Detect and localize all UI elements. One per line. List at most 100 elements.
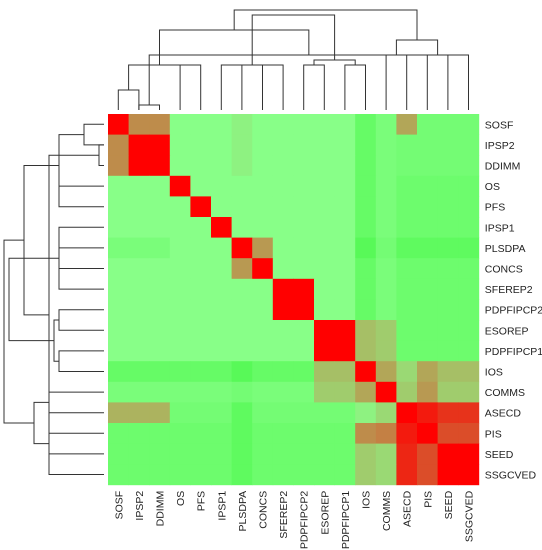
heatmap-cell	[314, 320, 335, 341]
heatmap-cell	[211, 175, 232, 197]
heatmap-cell	[417, 423, 438, 444]
heatmap-cell	[231, 381, 253, 403]
heatmap-cell	[334, 464, 356, 486]
heatmap-cell	[458, 155, 480, 177]
heatmap-cell	[458, 237, 480, 259]
heatmap-cell	[231, 278, 253, 300]
heatmap-cell	[108, 464, 129, 486]
heatmap-cell	[252, 155, 274, 177]
heatmap-cell	[128, 381, 150, 403]
heatmap-cell	[169, 237, 191, 259]
dendrogram-branch	[58, 309, 104, 331]
heatmap-cell	[231, 423, 253, 444]
row-label: DDIMM	[485, 161, 521, 173]
heatmap-cell	[458, 175, 480, 197]
heatmap-cell	[128, 134, 150, 156]
heatmap-cell	[231, 299, 253, 321]
heatmap-cell	[169, 340, 191, 362]
heatmap-cell	[437, 423, 459, 444]
heatmap-cell	[437, 443, 459, 465]
heatmap-cell	[458, 402, 480, 424]
heatmap-cell	[252, 114, 274, 135]
heatmap-cell	[396, 114, 418, 135]
heatmap-cell	[149, 443, 171, 465]
heatmap-cell	[293, 217, 315, 238]
heatmap-cell	[108, 237, 129, 259]
heatmap-cell	[128, 320, 150, 341]
heatmap-cell	[128, 340, 150, 362]
heatmap-cell	[108, 340, 129, 362]
heatmap-cell	[169, 320, 191, 341]
heatmap-cell	[334, 361, 356, 383]
column-label: ASECD	[402, 490, 414, 527]
heatmap-cell	[355, 443, 377, 465]
heatmap-cell	[293, 175, 315, 197]
dendrogram-branch	[58, 185, 104, 208]
heatmap-cell	[417, 299, 438, 321]
heatmap-cell	[211, 464, 232, 486]
dendrogram-branch	[313, 59, 356, 65]
heatmap-cell	[417, 464, 438, 486]
heatmap-cell	[149, 299, 171, 321]
heatmap-cell	[108, 155, 129, 177]
heatmap-cell	[417, 361, 438, 383]
heatmap-cell	[231, 217, 253, 238]
heatmap-cell	[314, 217, 335, 238]
heatmap-cell	[437, 402, 459, 424]
heatmap-cell	[231, 134, 253, 156]
heatmap-cell	[293, 278, 315, 300]
heatmap-cell	[334, 381, 356, 403]
row-label: IPSP1	[485, 222, 515, 234]
heatmap-cell	[211, 217, 232, 238]
dendrogram-branch	[33, 401, 49, 445]
heatmap-cell	[128, 155, 150, 177]
heatmap-cell	[272, 258, 294, 280]
heatmap-cell	[293, 423, 315, 444]
heatmap-cell	[417, 196, 438, 218]
heatmap-cell	[211, 361, 232, 383]
heatmap-cell	[375, 423, 397, 444]
heatmap-cell	[375, 464, 397, 486]
heatmap-cell	[375, 175, 397, 197]
column-label: PDPFIPCP1	[340, 491, 352, 550]
heatmap-cell	[375, 114, 397, 135]
heatmap-cell	[272, 361, 294, 383]
heatmap-cell	[417, 381, 438, 403]
heatmap-cell	[334, 278, 356, 300]
heatmap-cell	[334, 443, 356, 465]
heatmap-cell	[458, 134, 480, 156]
heatmap-cell	[314, 443, 335, 465]
dendrogram-branch	[138, 104, 160, 110]
heatmap-cell	[231, 155, 253, 177]
heatmap-cell	[396, 278, 418, 300]
heatmap-cell	[252, 278, 274, 300]
heatmap-cell	[252, 134, 274, 156]
heatmap-cell	[293, 464, 315, 486]
heatmap-cell	[211, 134, 232, 156]
heatmap-cell	[417, 134, 438, 156]
heatmap-cell	[211, 114, 232, 135]
row-label: CONCS	[485, 264, 523, 276]
row-label: COMMS	[485, 387, 525, 399]
heatmap-cell	[458, 258, 480, 280]
heatmap-cell	[334, 258, 356, 280]
dendrogram-branch	[53, 319, 59, 362]
row-label: SEED	[485, 449, 514, 461]
heatmap-cell	[458, 320, 480, 341]
heatmap-cell	[355, 258, 377, 280]
heatmap-cell	[355, 340, 377, 362]
heatmap-cell	[375, 361, 397, 383]
heatmap-cell	[169, 361, 191, 383]
heatmap-cell	[190, 237, 212, 259]
column-label: ESOREP	[319, 491, 331, 535]
dendrogram-branch	[98, 144, 104, 166]
heatmap-cells	[108, 114, 480, 486]
heatmap-cell	[169, 443, 191, 465]
heatmap-cell	[211, 423, 232, 444]
heatmap-cell	[252, 175, 274, 197]
heatmap-cell	[314, 402, 335, 424]
heatmap-cell	[396, 464, 418, 486]
heatmap-cell	[375, 340, 397, 362]
heatmap-cell	[149, 423, 171, 444]
heatmap-cell	[108, 258, 129, 280]
